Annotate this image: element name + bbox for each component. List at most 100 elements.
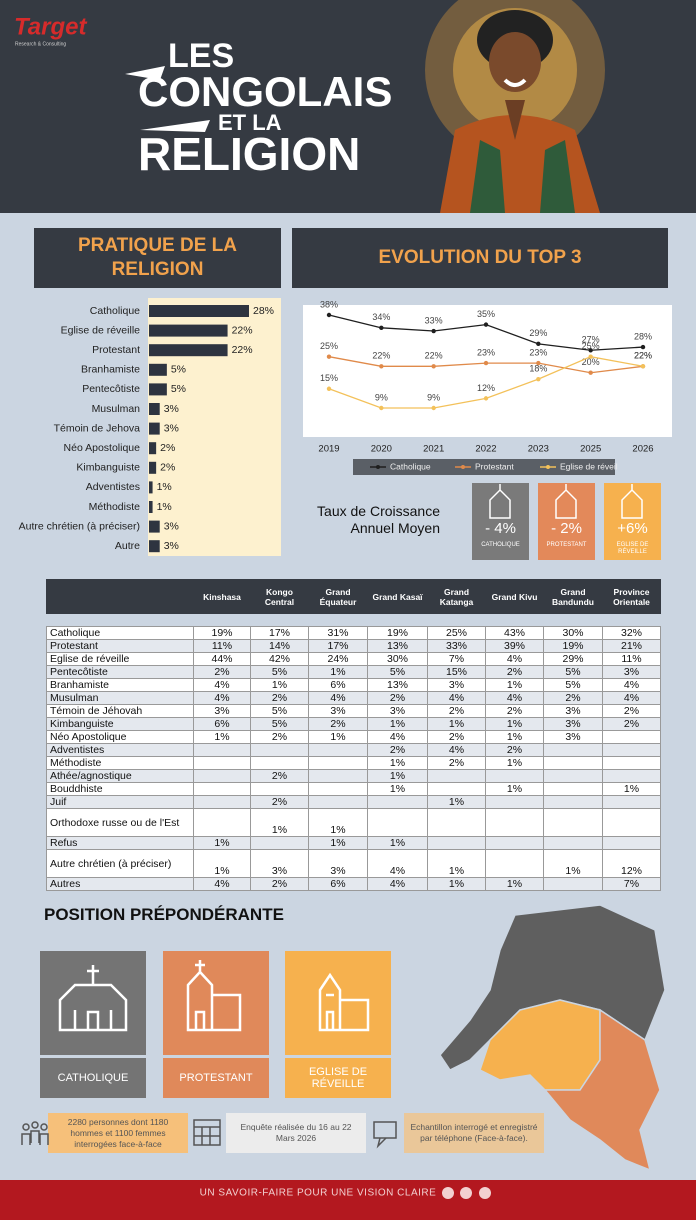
table-cell: 2% [485, 665, 544, 679]
table-cell: 43% [485, 626, 544, 640]
value-label: 38% [320, 299, 338, 309]
table-cell [193, 756, 251, 770]
value-label: 34% [372, 312, 390, 322]
table-cell: 42% [250, 652, 309, 666]
point [379, 364, 384, 369]
table-row: Adventistes 2% 4% 2% [46, 743, 661, 757]
row-label: Autre chrétien (à préciser) [46, 849, 194, 878]
header-cell: Grand Kivu [485, 579, 544, 614]
bar [149, 442, 157, 455]
legend-dot [376, 465, 380, 469]
table-cell: 3% [543, 730, 603, 744]
value-label: 1% [157, 501, 172, 513]
legend-dot [461, 465, 465, 469]
table-row: Méthodiste 1% 2% 1% [46, 756, 661, 770]
point [431, 405, 436, 411]
bar [149, 520, 160, 533]
table-cell: 6% [308, 678, 368, 692]
table-row: Branhamiste 4% 1% 6% 13% 3% 1% 5% 4% [46, 678, 661, 692]
table-cell [543, 808, 603, 837]
category-label: Méthodiste [89, 501, 141, 513]
table-cell: 2% [193, 665, 251, 679]
table-cell [543, 836, 603, 850]
table-cell [193, 808, 251, 837]
position-card-label: CATHOLIQUE [57, 1072, 129, 1084]
point [483, 396, 489, 401]
value-label: 20% [582, 357, 600, 367]
position-card-label: PROTESTANT [179, 1072, 253, 1084]
table-cell [308, 795, 368, 809]
table-cell: 2% [367, 743, 428, 757]
point [326, 386, 332, 391]
value-label: 5% [171, 383, 186, 395]
table-cell: 4% [367, 877, 428, 891]
table-cell: 1% [427, 717, 486, 731]
bar [149, 422, 160, 435]
bar [149, 501, 153, 513]
value-label: 9% [375, 392, 388, 402]
bar [149, 383, 167, 396]
point [536, 341, 541, 347]
table-cell [308, 743, 368, 757]
table-cell: 2% [602, 717, 661, 731]
category-label: Adventistes [86, 481, 140, 493]
header-cell: Province Orientale [602, 579, 661, 614]
table-cell [193, 743, 251, 757]
table-cell [543, 782, 603, 796]
row-label: Orthodoxe russe ou de l'Est [46, 808, 194, 837]
bar-panel [148, 298, 281, 556]
table-cell [602, 743, 661, 757]
point [588, 370, 593, 375]
table-cell: 4% [427, 743, 486, 757]
practice-title: PRATIQUE DE LA RELIGION [34, 228, 281, 288]
table-cell: 7% [427, 652, 486, 666]
table-row: Catholique 19% 17% 31% 19% 25% 43% 30% 32% [46, 626, 661, 640]
row-label: Adventistes [46, 743, 194, 757]
table-cell [485, 795, 544, 809]
table-cell [367, 795, 428, 809]
x-tick-label: 2025 [580, 444, 601, 455]
category-label: Catholique [90, 305, 140, 317]
legend-dot [546, 465, 550, 469]
table-cell: 33% [427, 639, 486, 653]
table-cell [543, 877, 603, 891]
header-cell: Grand Katanga [427, 579, 486, 614]
note: 2280 personnes dont 1180 hommes et 1100 … [67, 1116, 169, 1149]
point [431, 364, 436, 369]
value-label: 29% [529, 328, 547, 338]
row-label: Autres [46, 877, 194, 891]
note-bg [48, 1113, 188, 1153]
point [588, 354, 593, 359]
table-cell: 1% [193, 730, 251, 744]
legend-label: Eglise de réveil [560, 461, 618, 471]
value-label: 18% [529, 364, 547, 374]
table-cell: 7% [602, 877, 661, 891]
value-label: 3% [164, 403, 179, 415]
row-label: Juif [46, 795, 194, 809]
table-cell: 4% [602, 691, 661, 705]
note: Enquête réalisée du 16 au 22 Mars 2026 [240, 1122, 352, 1143]
table-cell: 11% [602, 652, 661, 666]
note-icons [21, 1119, 397, 1149]
table-cell: 2% [250, 877, 309, 891]
table-cell [602, 795, 661, 809]
table-cell: 1% [308, 836, 368, 850]
point [326, 354, 332, 359]
x-tick-label: 2020 [371, 444, 392, 455]
table: Kinshasa Kongo Central Grand Équateur Grand… [46, 579, 661, 891]
table-cell: 1% [543, 849, 603, 878]
table-cell: 21% [602, 639, 661, 653]
table-cell: 2% [250, 691, 309, 705]
table-cell: 14% [250, 639, 309, 653]
logo-sub: Research & Consulting [15, 41, 66, 47]
bar [149, 324, 228, 337]
table-cell: 1% [367, 756, 428, 770]
church-icon [621, 484, 643, 519]
table-cell: 24% [308, 652, 368, 666]
logo: Target [14, 13, 87, 40]
table-row: Orthodoxe russe ou de l'Est 1% 1% [46, 808, 661, 837]
table-cell [602, 769, 661, 783]
legend-label: Catholique [390, 461, 431, 471]
table-cell: 4% [485, 652, 544, 666]
table-cell: 30% [543, 626, 603, 640]
